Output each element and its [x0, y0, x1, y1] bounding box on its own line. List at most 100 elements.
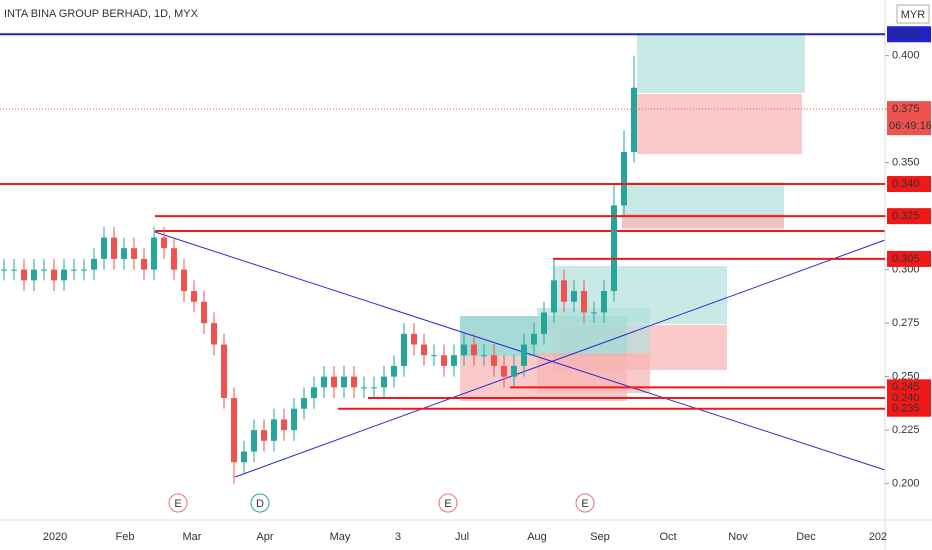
event-label: E — [444, 498, 451, 510]
event-badge — [250, 493, 270, 513]
level-label: 0.235 — [892, 403, 920, 415]
candle-body — [261, 430, 267, 441]
candle-body — [411, 333, 417, 345]
candle-body — [401, 333, 407, 366]
candle-body — [431, 355, 437, 357]
y-tick-label: 0.350 — [892, 157, 920, 169]
candle-body — [531, 333, 537, 345]
candle-body — [221, 344, 227, 399]
candle-body — [481, 355, 487, 357]
candle-body — [131, 248, 137, 259]
x-tick-label: May — [330, 531, 351, 543]
profit-box — [637, 35, 805, 93]
event-badge — [575, 493, 595, 513]
level-label: 0.325 — [892, 210, 920, 222]
x-tick-label: 202 — [869, 531, 887, 543]
candle-body — [501, 365, 507, 377]
candle-body — [211, 323, 217, 345]
level-label-box — [887, 250, 931, 267]
candle-body — [191, 291, 197, 302]
candle-body — [11, 269, 17, 271]
candle-body — [141, 258, 147, 270]
candle-body — [561, 280, 567, 302]
candle-body — [201, 301, 207, 324]
currency-box — [896, 4, 930, 24]
x-tick-label: Aug — [527, 531, 547, 543]
y-tick-label: 0.275 — [892, 317, 920, 329]
x-tick-label: Jul — [455, 531, 469, 543]
level-label: 0.340 — [892, 178, 920, 190]
currency: MYR — [901, 9, 926, 21]
candle-body — [461, 344, 467, 356]
candle-body — [111, 237, 117, 259]
boxes — [460, 35, 805, 401]
x-tick-label: Sep — [590, 531, 610, 543]
candle-body — [181, 269, 187, 292]
candle-body — [361, 387, 367, 389]
candle-body — [51, 269, 57, 281]
loss-box — [622, 214, 784, 229]
candle-body — [281, 419, 287, 431]
y-tick-label: 0.225 — [892, 424, 920, 436]
event-badge — [438, 493, 458, 513]
candle-body — [551, 280, 557, 313]
level-label: 0.410 — [892, 28, 920, 40]
x-tick-label: Oct — [659, 531, 676, 543]
level-label: 0.305 — [892, 253, 920, 265]
candle-body — [311, 387, 317, 399]
candle-body — [151, 237, 157, 270]
candle-body — [451, 355, 457, 366]
level-label-box — [887, 176, 931, 193]
candle-body — [341, 376, 347, 388]
candle-body — [161, 237, 167, 249]
candle-body — [31, 269, 37, 281]
event-label: E — [174, 498, 181, 510]
candle-body — [1, 269, 7, 271]
candle-body — [71, 269, 77, 271]
trend-line — [234, 239, 886, 478]
candle-body — [471, 344, 477, 356]
candle-body — [61, 269, 67, 281]
candle-body — [521, 344, 527, 366]
x-tick-label: Nov — [728, 531, 748, 543]
candle-body — [81, 269, 87, 271]
candle-body — [441, 355, 447, 366]
countdown: 06:49:16 — [889, 120, 932, 132]
y-tick-label: 0.200 — [892, 478, 920, 490]
level-label-box — [887, 26, 931, 43]
candle-body — [251, 430, 257, 452]
x-tick-label: Mar — [183, 531, 202, 543]
candle-body — [371, 387, 377, 389]
loss-box — [637, 94, 802, 154]
candle-body — [391, 365, 397, 377]
candle-body — [121, 248, 127, 259]
trend-line — [154, 231, 886, 471]
event-badge — [168, 493, 188, 513]
candle-body — [91, 258, 97, 270]
candle-body — [601, 291, 607, 313]
y-tick-label: 0.400 — [892, 50, 920, 62]
candle-body — [241, 451, 247, 463]
x-tick-label: Apr — [256, 531, 273, 543]
x-tick-label: Dec — [796, 531, 816, 543]
candle-body — [171, 248, 177, 270]
candle-body — [351, 376, 357, 388]
candle-body — [541, 312, 547, 334]
last-price-box — [887, 101, 931, 136]
candle-body — [511, 365, 517, 377]
candle-body — [271, 419, 277, 441]
x-tick-label: Feb — [116, 531, 135, 543]
candle-body — [631, 87, 637, 152]
x-tick-label: 2020 — [43, 531, 67, 543]
candle-body — [581, 291, 587, 313]
candle-body — [41, 269, 47, 271]
candle-body — [621, 151, 627, 206]
candle-body — [381, 376, 387, 388]
last-price-label: 0.375 — [892, 103, 920, 115]
candle-body — [321, 376, 327, 388]
candle-body — [101, 237, 107, 259]
candle-body — [231, 398, 237, 463]
candle-body — [331, 376, 337, 388]
